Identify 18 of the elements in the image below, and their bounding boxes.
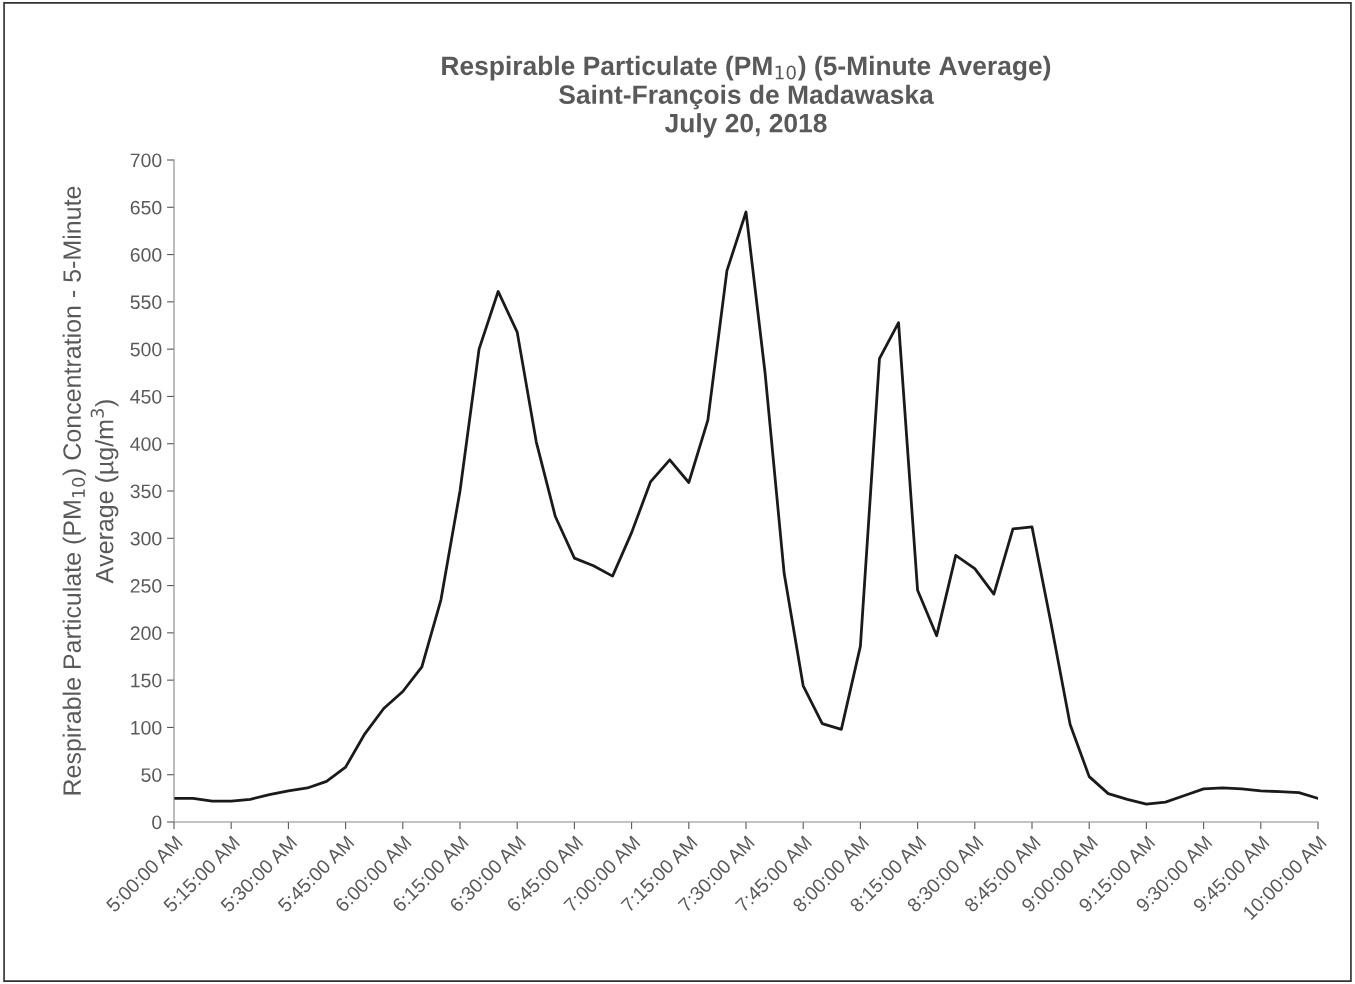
y-tick-label: 400	[130, 437, 162, 451]
y-tick-label: 50	[141, 768, 162, 782]
y-tick-label: 550	[130, 295, 162, 310]
y-tick-label: 200	[130, 626, 162, 641]
y-tick-label: 600	[130, 248, 162, 262]
y-tick-label: 350	[130, 484, 162, 499]
y-tick-label: 0	[152, 815, 162, 830]
y-axis-title: Respirable Particulate (PM$_{10}$) Concentration - 5-Minute Average (µg/m$^{3}$)	[62, 186, 119, 795]
y-tick-label: 450	[130, 389, 162, 404]
chart-title: Respirable Particulate (PM$_{10}$) (5-Minute Average) Saint-François de Madawaska July 20, 2018	[442, 55, 1051, 138]
y-tick-label: 300	[130, 531, 162, 546]
y-tick-label: 650	[130, 200, 162, 215]
y-tick-label: 700	[130, 153, 162, 168]
y-tick-label: 500	[130, 342, 162, 357]
line-series	[174, 210, 1318, 806]
y-tick-label: 100	[131, 720, 162, 735]
y-tick-label: 150	[131, 673, 162, 688]
y-tick-label: 250	[130, 579, 162, 593]
